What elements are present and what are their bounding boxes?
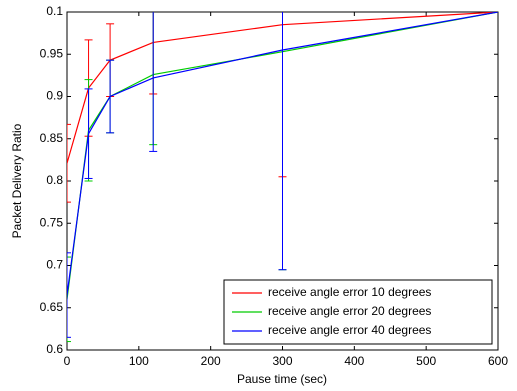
y-tick-label: 0.8 bbox=[46, 173, 63, 187]
y-tick-label: 0.65 bbox=[40, 300, 64, 314]
y-tick-label: 0.85 bbox=[40, 131, 64, 145]
y-tick-label: 0.95 bbox=[40, 46, 64, 60]
series-line bbox=[67, 12, 498, 296]
legend-box bbox=[223, 279, 493, 345]
legend-label: receive angle error 10 degrees bbox=[268, 285, 431, 299]
series-line bbox=[67, 12, 498, 164]
legend-label: receive angle error 40 degrees bbox=[268, 323, 431, 337]
x-tick-label: 300 bbox=[272, 354, 292, 368]
x-tick-label: 100 bbox=[129, 354, 149, 368]
y-tick-label: 0.7 bbox=[46, 258, 63, 272]
legend-label: receive angle error 20 degrees bbox=[268, 304, 431, 318]
y-tick-label: 0.1 bbox=[46, 4, 63, 18]
x-tick-label: 500 bbox=[416, 354, 436, 368]
x-tick-label: 400 bbox=[344, 354, 364, 368]
y-axis-label: Packet Delivery Ratio bbox=[10, 123, 24, 238]
x-axis-label: Pause time (sec) bbox=[237, 372, 327, 386]
y-tick-label: 0.75 bbox=[40, 215, 64, 229]
plot-clip bbox=[67, 12, 498, 343]
x-tick-label: 200 bbox=[201, 354, 221, 368]
y-tick-label: 0.9 bbox=[46, 89, 63, 103]
x-tick-label: 0 bbox=[64, 354, 71, 368]
y-tick-label: 0.6 bbox=[46, 342, 63, 356]
x-tick-label: 600 bbox=[488, 354, 508, 368]
